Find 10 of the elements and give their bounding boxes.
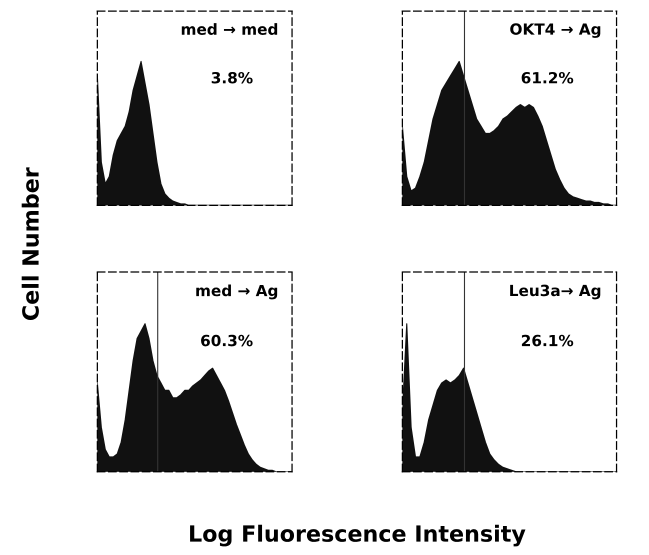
- annotation: 26.1%: [522, 334, 574, 346]
- text: Leu3a→ Ag: [510, 284, 600, 300]
- y-axis-title: Cell Number: [22, 167, 39, 320]
- annotation: 60.3%: [201, 334, 253, 346]
- text: med → Ag: [196, 284, 278, 300]
- annotation: 3.8%: [212, 72, 253, 84]
- x-axis-title: Log Fluorescence Intensity: [190, 524, 526, 546]
- text: med → med: [182, 23, 278, 35]
- text: OKT4 → Ag: [510, 23, 600, 38]
- annotation: 61.2%: [522, 72, 574, 84]
